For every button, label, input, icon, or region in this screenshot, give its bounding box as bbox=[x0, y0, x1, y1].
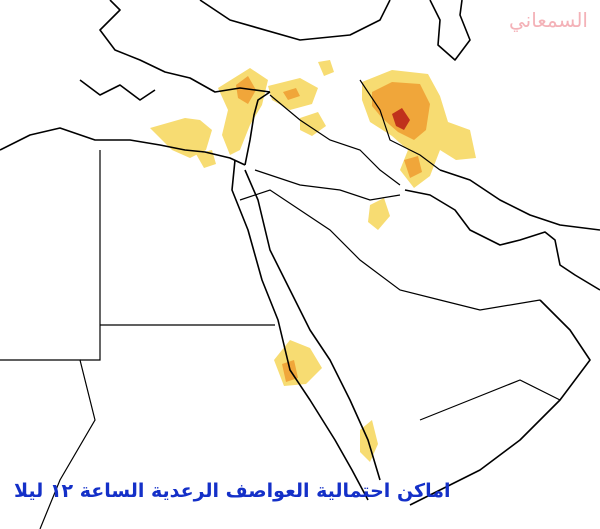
watermark: السمعاني bbox=[508, 8, 588, 32]
storm-areas bbox=[150, 60, 476, 462]
borders bbox=[0, 79, 561, 529]
caption: اماكن احتمالية العواصف الرعدية الساعة ١٢… bbox=[14, 480, 451, 502]
coastlines bbox=[0, 0, 600, 506]
